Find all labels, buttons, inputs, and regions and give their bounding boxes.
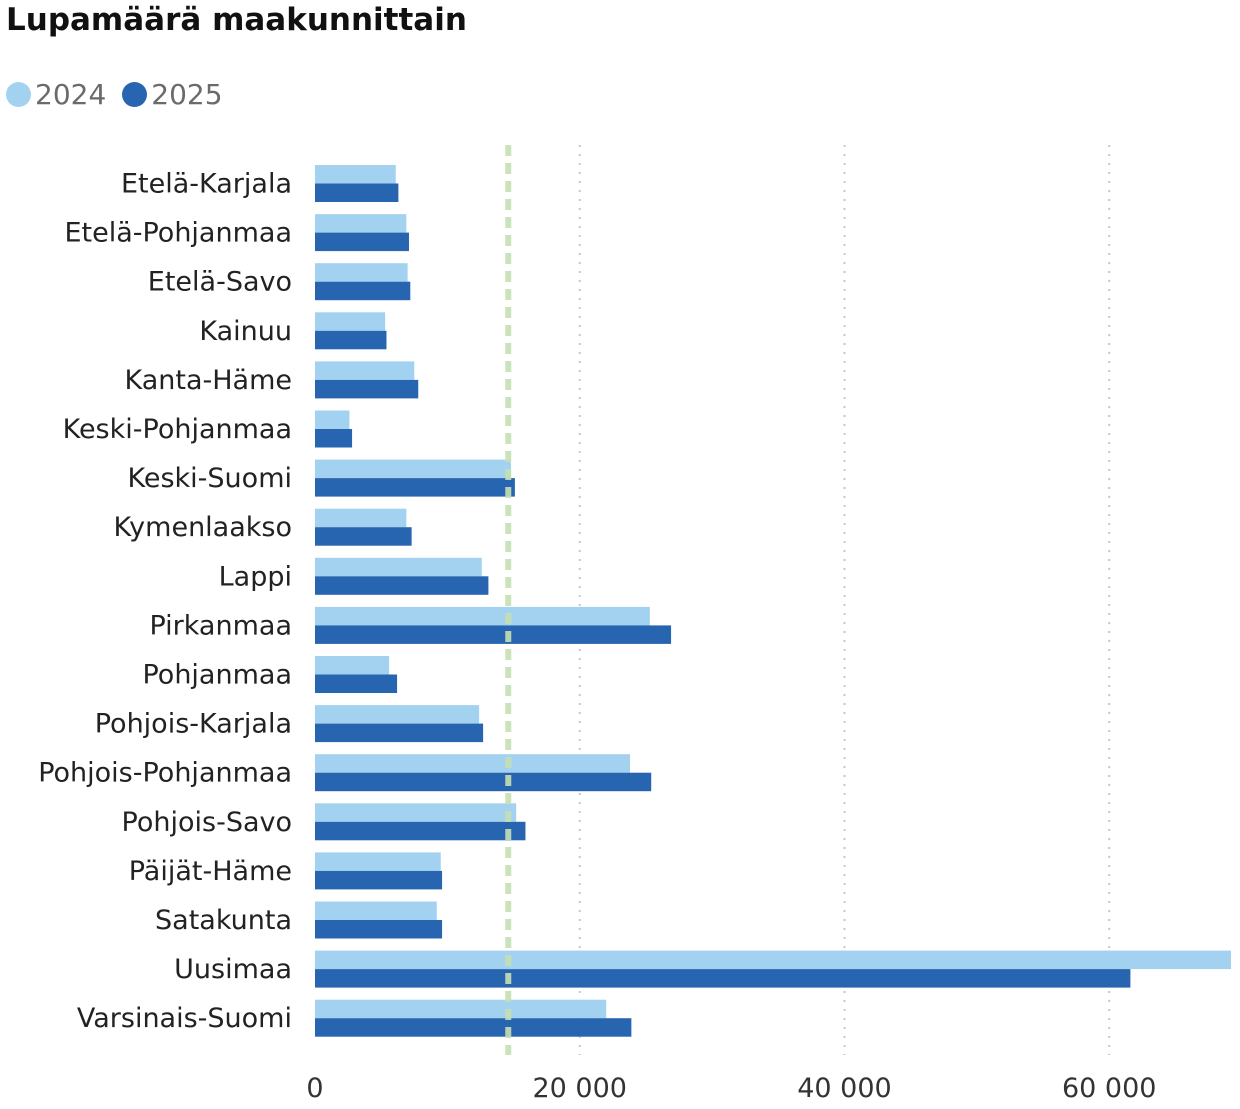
category-label-16: Uusimaa — [174, 954, 292, 985]
bar-2025-14 — [315, 870, 443, 890]
bar-2024-13 — [315, 803, 517, 822]
category-label-9: Pirkanmaa — [149, 610, 292, 641]
category-label-4: Kanta-Häme — [124, 365, 292, 396]
bar-2025-9 — [315, 625, 672, 644]
bar-2024-6 — [315, 459, 511, 479]
bar-2024-14 — [315, 852, 441, 871]
bar-2025-2 — [315, 281, 411, 301]
bar-2024-4 — [315, 361, 415, 380]
bar-2024-12 — [315, 754, 631, 773]
bar-2025-12 — [315, 772, 652, 792]
bar-2025-10 — [315, 674, 398, 693]
category-label-7: Kymenlaakso — [113, 512, 292, 543]
legend-swatch-2025 — [122, 81, 148, 107]
legend-item-2025[interactable]: 2025 — [122, 77, 223, 111]
legend: 2024 2025 — [6, 76, 239, 112]
legend-swatch-2024 — [6, 81, 31, 107]
bar-2024-16 — [315, 950, 1231, 970]
chart-title: Lupamäärä maakunnittain — [6, 2, 467, 38]
category-label-15: Satakunta — [155, 905, 292, 936]
category-label-13: Pohjois-Savo — [122, 807, 292, 838]
category-label-11: Pohjois-Karjala — [95, 709, 292, 740]
bar-2025-17 — [315, 1018, 632, 1037]
bar-2025-13 — [315, 821, 526, 841]
x-tick-label-2: 40 000 — [797, 1073, 891, 1104]
x-tick-label-3: 60 000 — [1062, 1073, 1156, 1104]
category-label-2: Etelä-Savo — [148, 267, 292, 298]
bar-2024-10 — [315, 656, 390, 675]
category-label-0: Etelä-Karjala — [121, 169, 292, 200]
bar-2024-8 — [315, 557, 482, 577]
bar-2025-3 — [315, 330, 387, 350]
category-label-14: Päijät-Häme — [129, 856, 292, 887]
bar-2024-5 — [315, 410, 350, 429]
bar-2025-0 — [315, 183, 399, 202]
category-label-17: Varsinais-Suomi — [77, 1003, 292, 1034]
category-label-5: Keski-Pohjanmaa — [63, 414, 292, 445]
bar-2025-4 — [315, 379, 419, 399]
bar-2024-7 — [315, 508, 407, 528]
legend-item-2024[interactable]: 2024 — [6, 78, 106, 111]
category-label-8: Lappi — [219, 561, 292, 592]
bar-2024-1 — [315, 214, 407, 233]
category-label-10: Pohjanmaa — [142, 660, 292, 691]
category-label-6: Keski-Suomi — [128, 463, 293, 494]
bar-2025-6 — [315, 478, 515, 497]
legend-label-2025: 2025 — [151, 77, 223, 111]
legend-label-2024: 2024 — [35, 77, 107, 111]
category-label-1: Etelä-Pohjanmaa — [64, 218, 292, 249]
bar-2025-11 — [315, 723, 484, 743]
bar-2025-1 — [315, 232, 409, 252]
bar-2024-3 — [315, 312, 386, 331]
x-tick-label-0: 0 — [306, 1073, 323, 1104]
bar-2025-5 — [315, 429, 353, 448]
category-label-3: Kainuu — [199, 316, 292, 347]
bar-2025-7 — [315, 527, 412, 546]
category-label-12: Pohjois-Pohjanmaa — [38, 758, 292, 789]
bar-2024-11 — [315, 705, 480, 724]
x-tick-label-1: 20 000 — [532, 1073, 626, 1104]
bar-2025-15 — [315, 920, 443, 939]
bar-2024-0 — [315, 165, 396, 184]
bar-2024-17 — [315, 999, 607, 1019]
bar-2024-9 — [315, 606, 650, 626]
bar-2024-2 — [315, 263, 408, 282]
bar-2024-15 — [315, 901, 437, 920]
bar-2025-16 — [315, 969, 1131, 988]
bar-2025-8 — [315, 576, 489, 595]
